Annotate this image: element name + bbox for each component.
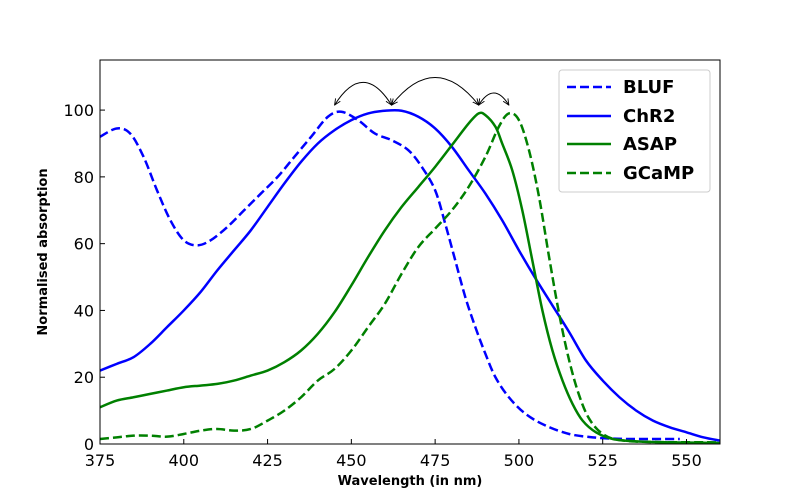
x-tick-label: 525 xyxy=(587,451,618,470)
series-group xyxy=(100,108,720,444)
plot-frame xyxy=(99,59,721,445)
x-tick-label: 500 xyxy=(504,451,535,470)
legend-entry-asap: ASAP xyxy=(567,134,677,155)
legend-label-gcamp: GCaMP xyxy=(623,163,694,184)
y-tick-label: 40 xyxy=(74,301,94,320)
peak-shift-arrow-1 xyxy=(335,81,392,105)
y-tick-label: 100 xyxy=(63,101,94,120)
y-axis-label: Normalised absorption xyxy=(36,168,51,335)
x-tick-label: 550 xyxy=(671,451,702,470)
y-tick-label: 20 xyxy=(74,368,94,387)
y-axis-ticks: 0 20 40 60 80 100 xyxy=(63,101,105,454)
x-tick-label: 475 xyxy=(420,451,451,470)
legend-entry-gcamp: GCaMP xyxy=(567,163,694,184)
peak-shift-arrow-2 xyxy=(392,77,479,106)
legend: BLUF ChR2 ASAP GCaMP xyxy=(558,69,711,193)
annotation-group xyxy=(335,77,509,106)
x-tick-label: 375 xyxy=(85,451,116,470)
legend-entry-bluf: BLUF xyxy=(567,77,674,98)
x-axis-label: Wavelength (in nm) xyxy=(338,474,483,489)
legend-box xyxy=(558,69,711,193)
y-tick-label: 80 xyxy=(74,168,94,187)
series-line-asap xyxy=(100,111,720,444)
x-tick-label: 425 xyxy=(252,451,283,470)
legend-label-asap: ASAP xyxy=(623,134,677,155)
series-line-chr2 xyxy=(100,108,720,442)
x-tick-label: 450 xyxy=(336,451,367,470)
x-axis-ticks: 375 400 425 450 475 500 525 550 xyxy=(85,439,702,470)
x-tick-label: 400 xyxy=(169,451,200,470)
series-line-bluf xyxy=(100,110,680,441)
series-line-gcamp xyxy=(100,111,720,444)
y-tick-label: 0 xyxy=(84,435,94,454)
peak-shift-arrow-3 xyxy=(479,92,509,105)
y-tick-label: 60 xyxy=(74,235,94,254)
legend-label-bluf: BLUF xyxy=(623,77,674,98)
legend-label-chr2: ChR2 xyxy=(623,106,675,127)
legend-entry-chr2: ChR2 xyxy=(567,106,675,127)
